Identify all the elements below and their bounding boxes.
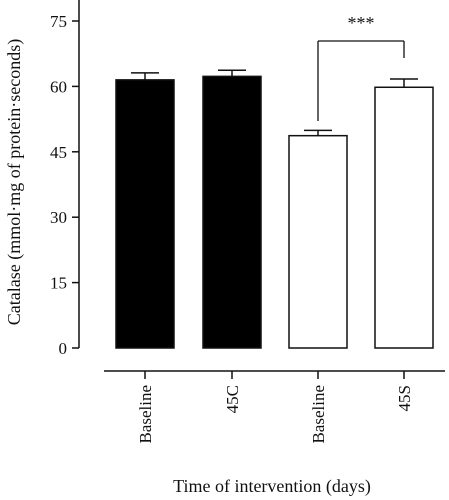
y-tick-label: 30 [50, 208, 67, 227]
significance-annotation: *** [317, 13, 405, 121]
y-tick-label: 0 [59, 339, 68, 358]
bars [115, 75, 434, 349]
bar [202, 75, 262, 349]
y-tick-label: 75 [50, 12, 67, 31]
y-axis-title: Catalase (mmol·mg of protein·seconds) [4, 39, 25, 325]
x-tick-label: 45C [223, 385, 242, 413]
bar [115, 79, 175, 349]
y-axis: 0 15 30 45 60 75 [50, 0, 80, 358]
x-tick-label: Baseline [136, 385, 155, 444]
bar [288, 134, 348, 349]
y-tick-label: 15 [50, 274, 67, 293]
y-tick-label: 45 [50, 143, 67, 162]
significance-label: *** [348, 13, 375, 33]
x-tick-label: 45S [395, 385, 414, 411]
error-bars [131, 69, 418, 136]
y-tick-label: 60 [50, 77, 67, 96]
bar [374, 86, 434, 349]
x-tick-label: Baseline [309, 385, 328, 444]
x-axis: Baseline 45C Baseline 45S [104, 370, 445, 444]
x-axis-title: Time of intervention (days) [173, 476, 371, 497]
